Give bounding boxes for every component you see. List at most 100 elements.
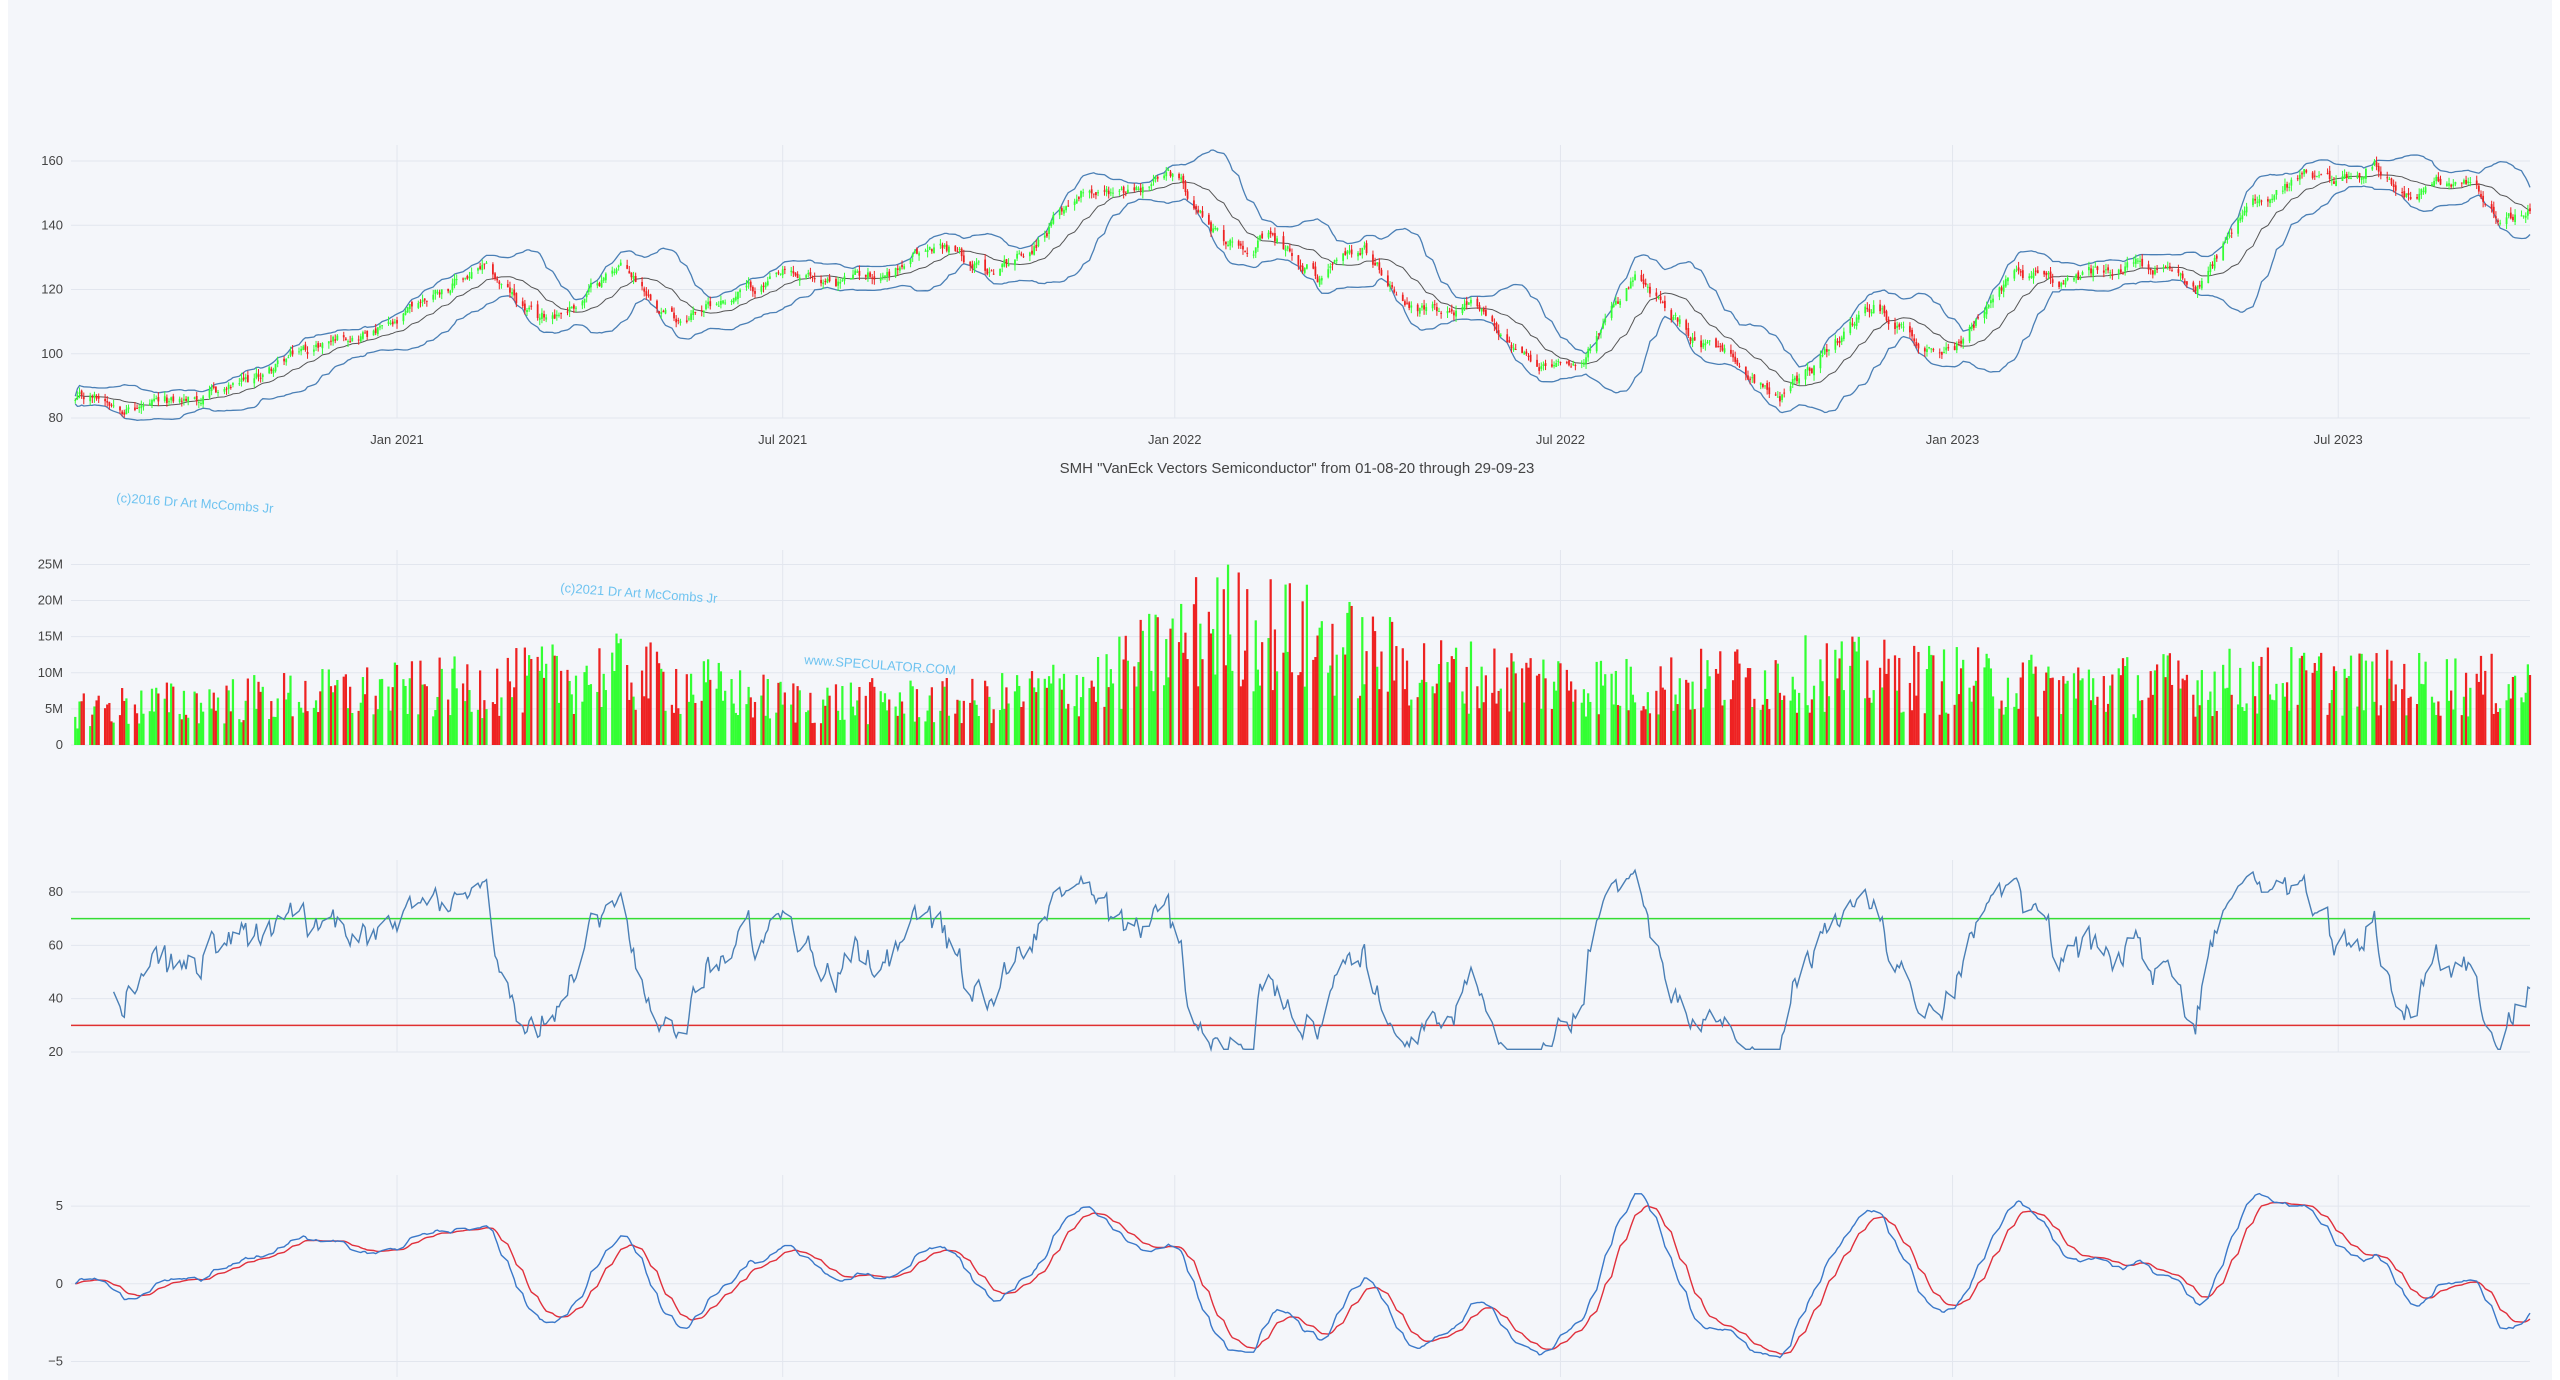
candle-body [615,269,618,273]
volume-bar [1107,687,1110,745]
candlestick [1165,166,1168,181]
candle-body [2096,266,2099,271]
candle-body [121,411,124,415]
volume-bar [359,702,362,745]
volume-bar [1482,702,1485,745]
candlestick [1180,173,1183,183]
candle-body [74,400,77,402]
candle-body [1455,310,1457,317]
volume-bar [2034,666,2037,745]
candlestick [1930,347,1933,353]
candlestick [1583,359,1585,367]
candle-body [381,325,383,327]
candle-body [645,291,648,296]
candlestick [1035,239,1038,252]
candlestick [447,288,450,294]
volume-bar [1282,652,1285,745]
volume-bar [960,723,963,745]
candle-body [572,305,575,309]
candlestick [1088,189,1091,199]
volume-bar [1610,673,1613,745]
volume-bar [387,686,390,745]
candle-body [1284,248,1287,251]
candlestick [2437,172,2440,183]
volume-bar [2405,715,2408,745]
candle-body [1288,248,1291,252]
candle-body [125,408,128,415]
candlestick [1872,300,1875,314]
volume-bar [807,710,810,745]
volume-bar [871,678,874,745]
volume-bar [461,683,465,745]
volume-bar [1267,638,1270,745]
candle-body [1634,274,1636,281]
candle-body [1589,349,1592,351]
candlestick [1913,334,1916,346]
candle-body [2241,215,2244,220]
candlestick [918,251,920,261]
candle-body [1821,355,1824,357]
candlestick [822,279,825,289]
candle-body [2051,279,2054,283]
candlestick [824,278,827,285]
volume-bar [679,713,682,745]
volume-bar [896,715,899,745]
volume-bar [1908,682,1912,745]
volume-bar [1761,704,1765,745]
volume-bar [1064,708,1068,745]
candle-body [1776,396,1779,398]
candlestick [2271,194,2274,204]
candlestick [2454,181,2457,187]
candle-body [1644,282,1647,286]
candle-body [2431,183,2433,186]
candlestick [479,262,482,271]
candlestick [1819,350,1822,374]
volume-bar [89,726,92,745]
volume-bar [581,701,584,745]
candle-body [2360,176,2363,180]
candle-body [1335,259,1338,261]
volume-bar [2290,647,2293,745]
candlestick [2186,281,2188,289]
volume-bar [2198,705,2201,745]
volume-bar [1987,658,1990,745]
volume-bar [2424,661,2427,745]
volume-bar [447,699,450,745]
candle-body [2320,174,2323,176]
candlestick [899,265,901,274]
candle-body [1312,263,1315,269]
volume-bar [1597,714,1600,745]
candlestick [1559,361,1562,366]
volume-bar [1022,701,1025,745]
volume-bar [1290,672,1294,745]
candlestick [2388,176,2391,181]
candle-body [656,300,658,309]
candle-body [2192,282,2195,287]
volume-bar [1663,689,1666,745]
volume-bar [1942,649,1946,745]
candle-body [1499,334,1502,337]
candle-body [575,307,577,309]
volume-bar [790,704,793,745]
candle-body [261,374,264,378]
candle-body [1020,253,1023,256]
candle-body [1902,326,1905,328]
candlestick [389,319,392,326]
volume-bar [216,697,220,745]
candlestick [411,300,413,312]
volume-bar [2089,700,2093,745]
candle-body [389,323,392,325]
volume-bar [193,691,196,745]
candle-body [553,314,556,319]
candle-body [1052,214,1055,224]
volume-bar [1450,656,1453,745]
candle-body [570,306,573,309]
candle-body [362,332,364,339]
candlestick [1580,360,1583,369]
candlestick [2151,269,2154,279]
candle-body [751,286,754,292]
volume-bar [1783,695,1786,745]
volume-bar [1120,708,1123,745]
volume-bar [2271,699,2274,745]
candlestick [1497,324,1500,341]
